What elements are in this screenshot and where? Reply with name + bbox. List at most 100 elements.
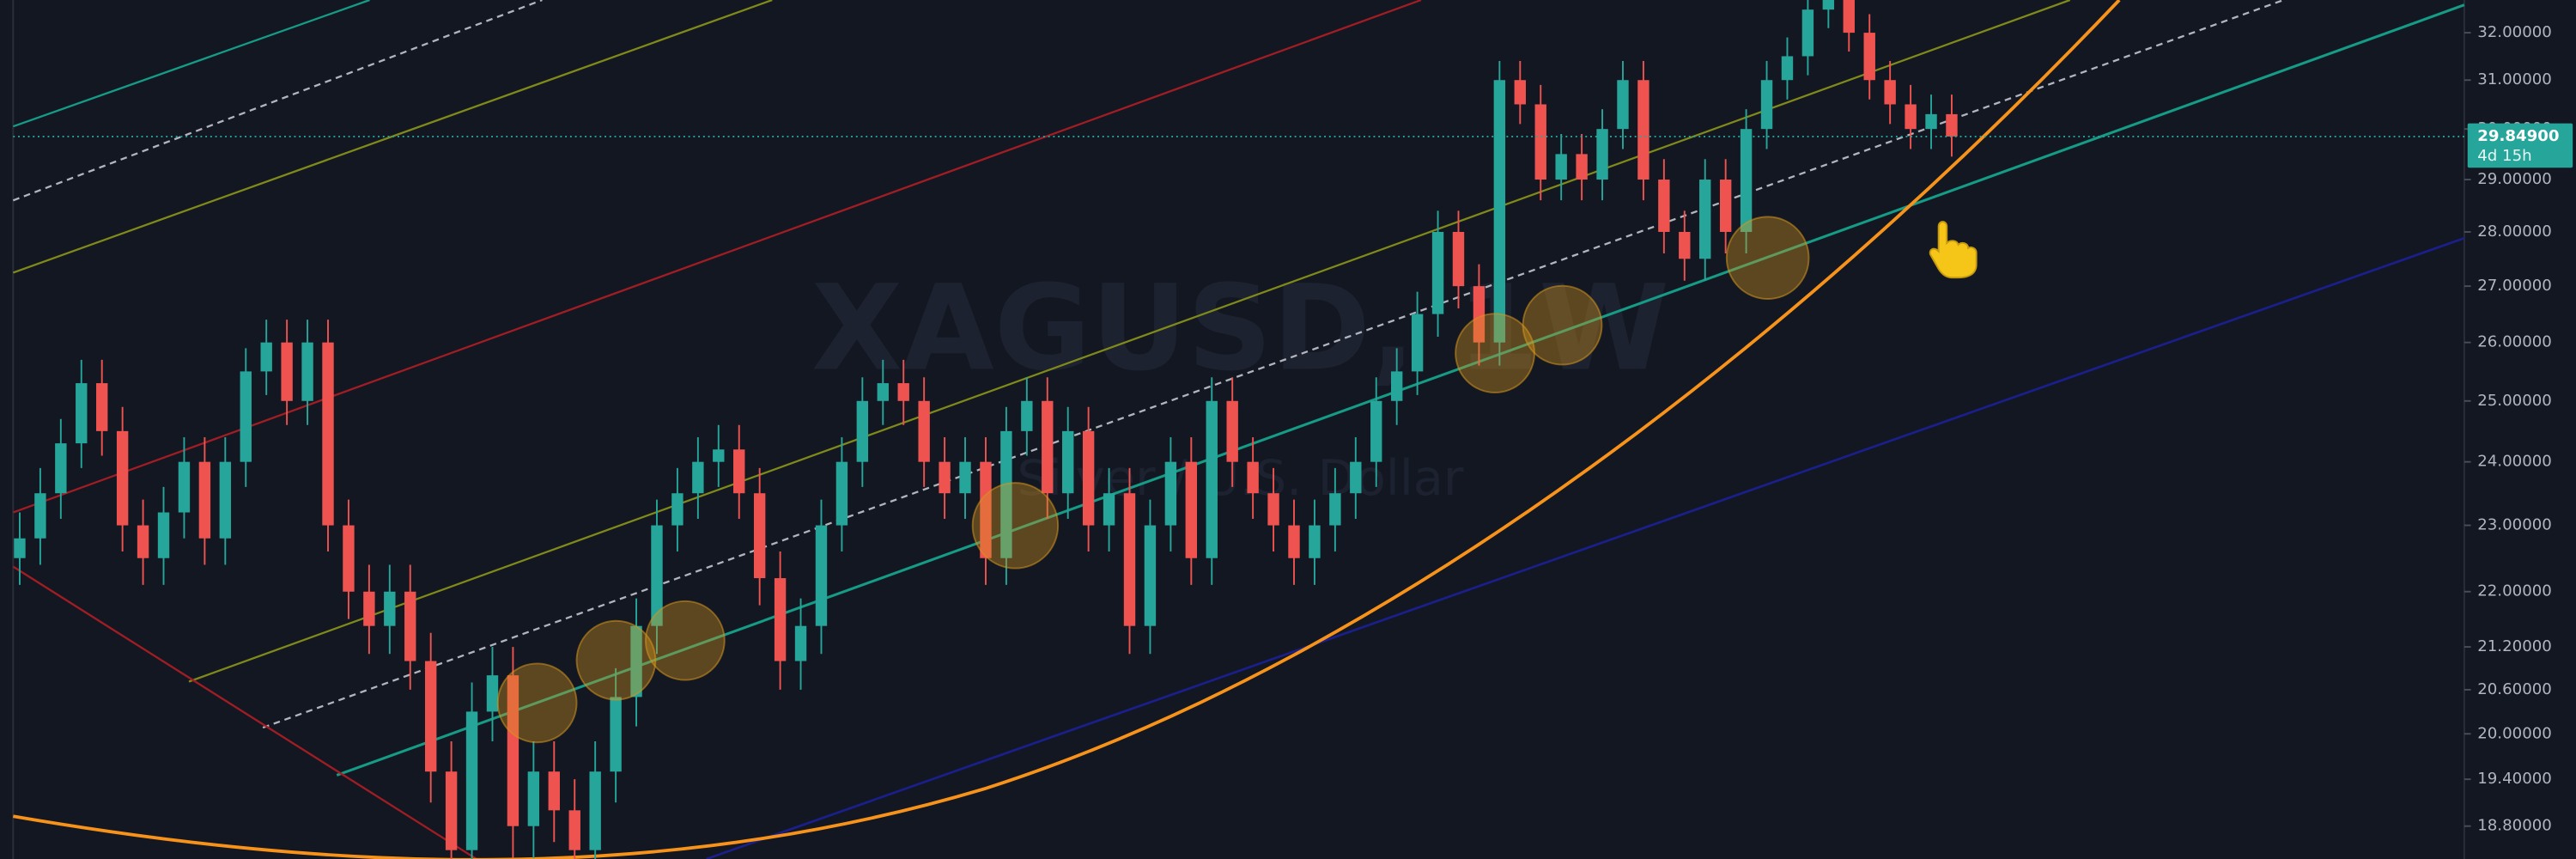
candle-body bbox=[835, 461, 848, 526]
highlight-circle bbox=[644, 600, 726, 681]
y-tick-label: 28.00000 bbox=[2477, 222, 2552, 241]
candle-body bbox=[589, 771, 601, 850]
y-tick-label: 21.20000 bbox=[2477, 637, 2552, 655]
candle-body bbox=[445, 771, 458, 850]
candle-body bbox=[1493, 80, 1506, 343]
candle-body bbox=[1843, 0, 1855, 34]
trendline bbox=[188, 0, 2071, 683]
candle-body bbox=[404, 591, 416, 661]
hand-icon bbox=[1929, 221, 1978, 279]
candle-body bbox=[1042, 400, 1054, 494]
candle-body bbox=[1164, 461, 1177, 526]
candle-body bbox=[1637, 80, 1649, 180]
parabolic-curve bbox=[12, 0, 2121, 859]
candle-body bbox=[980, 461, 992, 558]
candle-body bbox=[1884, 80, 1896, 105]
y-tick-label: 29.00000 bbox=[2477, 170, 2552, 188]
candle-body bbox=[794, 625, 807, 661]
candle-body bbox=[137, 525, 149, 558]
candles bbox=[14, 0, 1958, 859]
candle-body bbox=[260, 342, 272, 372]
candle-body bbox=[157, 512, 170, 558]
candle-body bbox=[1021, 400, 1033, 431]
candle-body bbox=[713, 449, 725, 462]
y-tick-label: 18.80000 bbox=[2477, 817, 2552, 835]
highlight-circle bbox=[1725, 216, 1810, 300]
candle-body bbox=[1350, 461, 1362, 494]
candle-body bbox=[1617, 80, 1629, 130]
candle-body bbox=[527, 771, 540, 826]
candle-body bbox=[507, 675, 519, 826]
candle-body bbox=[116, 430, 129, 526]
candle-body bbox=[343, 525, 355, 592]
y-tick-label: 19.40000 bbox=[2477, 770, 2552, 788]
candle-body bbox=[815, 525, 828, 626]
candle-body bbox=[1946, 113, 1958, 137]
candle-body bbox=[301, 342, 313, 401]
candle-body bbox=[774, 578, 787, 661]
candle-body bbox=[1905, 104, 1917, 130]
candle-body bbox=[733, 449, 745, 494]
candle-body bbox=[1679, 231, 1691, 259]
candle-body bbox=[1431, 231, 1444, 314]
trendline bbox=[12, 565, 477, 859]
y-tick-label: 20.00000 bbox=[2477, 724, 2552, 742]
candle-body bbox=[1226, 400, 1238, 462]
y-tick-label: 23.00000 bbox=[2477, 516, 2552, 534]
candle-body bbox=[651, 525, 663, 626]
candle-body bbox=[568, 810, 580, 850]
candle-body bbox=[76, 383, 88, 444]
candle-body bbox=[1699, 180, 1711, 259]
candle-body bbox=[692, 461, 704, 494]
candle-body bbox=[897, 383, 909, 401]
candle-body bbox=[424, 661, 437, 772]
candle-body bbox=[1206, 400, 1218, 558]
y-tick-label: 24.00000 bbox=[2477, 453, 2552, 471]
candle-body bbox=[1329, 493, 1341, 526]
last-price-label: 29.84900 bbox=[2477, 127, 2559, 145]
candle-body bbox=[1370, 400, 1382, 462]
trendline bbox=[12, 0, 543, 202]
candle-body bbox=[856, 400, 869, 462]
highlights bbox=[496, 216, 1810, 744]
candle-body bbox=[1390, 371, 1403, 401]
candle-body bbox=[55, 443, 67, 494]
candle-body bbox=[1411, 314, 1424, 372]
y-tick-label: 32.00000 bbox=[2477, 23, 2552, 41]
candle-body bbox=[1596, 129, 1608, 180]
candle-body bbox=[178, 461, 191, 513]
candle-body bbox=[1781, 56, 1794, 81]
candle-body bbox=[877, 383, 889, 401]
candle-body bbox=[630, 625, 642, 698]
candle-body bbox=[939, 461, 951, 494]
candle-body bbox=[1267, 493, 1279, 526]
candle-body bbox=[1288, 525, 1300, 558]
candle-body bbox=[1925, 113, 1937, 130]
candle-body bbox=[1309, 525, 1321, 558]
y-tick-label: 26.00000 bbox=[2477, 333, 2552, 351]
candle-body bbox=[1123, 493, 1136, 626]
highlight-circle bbox=[496, 662, 578, 744]
trendline bbox=[12, 0, 370, 128]
candle-body bbox=[918, 400, 930, 462]
trendline bbox=[706, 236, 2465, 859]
candle-body bbox=[322, 342, 334, 526]
candle-body bbox=[1247, 461, 1259, 494]
candle-body bbox=[1473, 286, 1485, 343]
candle-body bbox=[96, 383, 108, 431]
candle-body bbox=[1062, 430, 1074, 494]
candle-body bbox=[465, 711, 478, 850]
candle-body bbox=[1000, 430, 1012, 558]
highlight-circle bbox=[575, 619, 657, 701]
candle-body bbox=[384, 591, 396, 626]
candle-body bbox=[1863, 33, 1875, 81]
candle-body bbox=[219, 461, 232, 539]
candle-body bbox=[1740, 129, 1753, 232]
y-tick-label: 22.00000 bbox=[2477, 582, 2552, 600]
candle-body bbox=[240, 371, 252, 462]
candle-body bbox=[1760, 80, 1773, 130]
last-price-tag bbox=[2467, 123, 2573, 168]
candle-body bbox=[548, 771, 560, 811]
candle-body bbox=[671, 493, 683, 526]
candle-body bbox=[959, 461, 971, 494]
